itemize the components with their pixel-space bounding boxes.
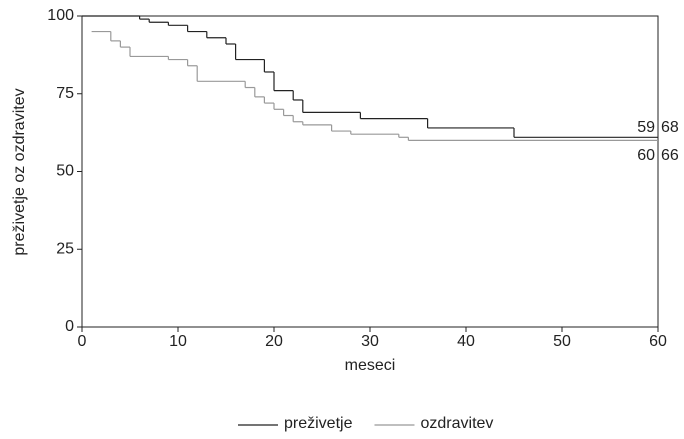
y-tick-label: 25 xyxy=(56,240,74,257)
annotation: 60 xyxy=(637,147,655,164)
y-axis-label: preživetje oz ozdravitev xyxy=(11,88,28,255)
x-tick-label: 20 xyxy=(265,333,283,350)
x-tick-label: 0 xyxy=(78,333,87,350)
legend-label: preživetje xyxy=(284,415,353,432)
y-tick-label: 100 xyxy=(47,7,74,24)
y-tick-label: 50 xyxy=(56,163,74,180)
x-axis-label: meseci xyxy=(345,357,396,374)
y-tick-label: 75 xyxy=(56,85,74,102)
x-tick-label: 10 xyxy=(169,333,187,350)
x-tick-label: 50 xyxy=(553,333,571,350)
annotation: 68 xyxy=(661,119,679,136)
y-tick-label: 0 xyxy=(65,318,74,335)
plot-frame xyxy=(81,15,659,328)
annotation: 66 xyxy=(661,147,679,164)
x-tick-label: 30 xyxy=(361,333,379,350)
annotation: 59 xyxy=(637,119,655,136)
x-tick-label: 60 xyxy=(649,333,667,350)
legend-label: ozdravitev xyxy=(420,415,493,432)
x-tick-label: 40 xyxy=(457,333,475,350)
